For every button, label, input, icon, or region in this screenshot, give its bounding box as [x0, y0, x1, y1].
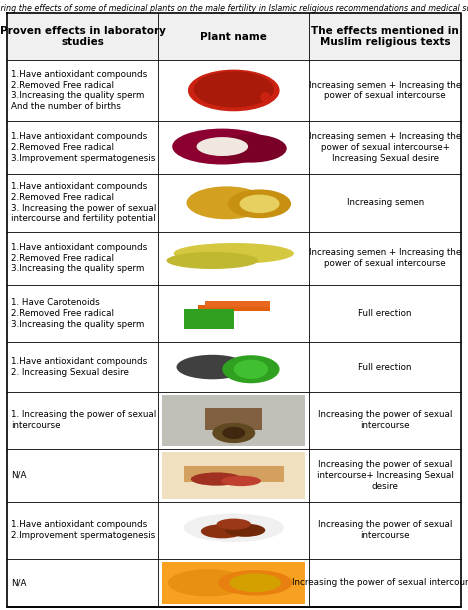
- Ellipse shape: [234, 360, 268, 379]
- Ellipse shape: [191, 472, 242, 486]
- Ellipse shape: [187, 187, 267, 219]
- Ellipse shape: [225, 523, 265, 537]
- Ellipse shape: [212, 423, 255, 443]
- Ellipse shape: [260, 92, 270, 102]
- Bar: [162, 505, 305, 556]
- Bar: [162, 562, 305, 604]
- Text: Proven effects in laboratory
studies: Proven effects in laboratory studies: [0, 26, 166, 48]
- Text: N/A: N/A: [11, 578, 27, 587]
- Text: 1.Have antioxidant compounds
2.Removed Free radical
3.Increasing the quality spe: 1.Have antioxidant compounds 2.Removed F…: [11, 243, 147, 273]
- Ellipse shape: [188, 70, 279, 111]
- Text: Increasing the power of sexual
intercourse: Increasing the power of sexual intercour…: [318, 520, 453, 540]
- Ellipse shape: [167, 252, 258, 269]
- Text: 1.Have antioxidant compounds
2.Removed Free radical
3.Improvement spermatogenesi: 1.Have antioxidant compounds 2.Removed F…: [11, 132, 155, 163]
- Ellipse shape: [215, 134, 287, 163]
- Bar: [162, 234, 305, 282]
- Ellipse shape: [183, 514, 284, 542]
- Bar: [162, 395, 305, 446]
- Ellipse shape: [194, 71, 274, 107]
- Ellipse shape: [222, 427, 245, 439]
- Bar: [7, 559, 461, 607]
- Text: 1. Have Carotenoids
2.Removed Free radical
3.Increasing the quality sperm: 1. Have Carotenoids 2.Removed Free radic…: [11, 298, 144, 329]
- Bar: [7, 232, 461, 285]
- Text: The effects mentioned in
Muslim religious texts: The effects mentioned in Muslim religiou…: [311, 26, 459, 48]
- Ellipse shape: [229, 573, 281, 592]
- Bar: [7, 502, 461, 559]
- Bar: [162, 124, 305, 171]
- Text: Increasing semen + Increasing the
power of sexual intercourse+
Increasing Sexual: Increasing semen + Increasing the power …: [309, 132, 461, 163]
- Bar: [7, 121, 461, 174]
- Ellipse shape: [174, 243, 294, 264]
- Ellipse shape: [240, 195, 279, 213]
- Ellipse shape: [201, 524, 244, 539]
- Text: Increasing semen + Increasing the
power of sexual intercourse: Increasing semen + Increasing the power …: [309, 81, 461, 100]
- Ellipse shape: [172, 129, 272, 165]
- Ellipse shape: [221, 476, 261, 486]
- Ellipse shape: [176, 355, 248, 379]
- Bar: [7, 448, 461, 502]
- Text: 1.Have antioxidant compounds
2. Increasing Sexual desire: 1.Have antioxidant compounds 2. Increasi…: [11, 357, 147, 377]
- Bar: [7, 392, 461, 448]
- Text: 1. Increasing the power of sexual
intercourse: 1. Increasing the power of sexual interc…: [11, 411, 156, 430]
- Bar: [7, 13, 461, 60]
- Text: Increasing semen + Increasing the
power of sexual intercourse: Increasing semen + Increasing the power …: [309, 248, 461, 268]
- Ellipse shape: [217, 518, 251, 529]
- Bar: [7, 342, 461, 392]
- Bar: [7, 285, 461, 342]
- Bar: [162, 451, 305, 499]
- Text: 1.Have antioxidant compounds
2.Removed Free radical
3. Increasing the power of s: 1.Have antioxidant compounds 2.Removed F…: [11, 182, 156, 223]
- Text: N/A: N/A: [11, 471, 27, 480]
- Ellipse shape: [218, 570, 292, 595]
- Text: Increasing semen: Increasing semen: [347, 198, 424, 207]
- Text: 1.Have antioxidant compounds
2.Removed Free radical
3.Increasing the quality spe: 1.Have antioxidant compounds 2.Removed F…: [11, 70, 147, 111]
- Text: Full erection: Full erection: [358, 362, 412, 371]
- Text: Increasing the power of sexual
intercourse+ Increasing Sexual
desire: Increasing the power of sexual intercour…: [317, 460, 453, 490]
- Ellipse shape: [197, 137, 248, 156]
- Text: Increasing the power of sexual intercourse: Increasing the power of sexual intercour…: [292, 578, 468, 587]
- Text: Full erection: Full erection: [358, 309, 412, 318]
- Ellipse shape: [168, 569, 248, 597]
- Text: Increasing the power of sexual
intercourse: Increasing the power of sexual intercour…: [318, 411, 453, 430]
- Bar: [198, 305, 270, 311]
- Text: Table 1 Comparing the effects of some of medicinal plants on the male fertility : Table 1 Comparing the effects of some of…: [0, 4, 468, 13]
- Bar: [162, 288, 305, 339]
- Bar: [162, 177, 305, 229]
- Bar: [205, 407, 263, 431]
- Bar: [162, 63, 305, 118]
- Bar: [205, 301, 270, 307]
- Bar: [183, 466, 284, 483]
- Text: Plant name: Plant name: [200, 32, 267, 41]
- Bar: [7, 60, 461, 121]
- Ellipse shape: [222, 355, 279, 383]
- Bar: [162, 345, 305, 389]
- Ellipse shape: [228, 190, 291, 218]
- Bar: [7, 174, 461, 232]
- Text: 1.Have antioxidant compounds
2.Improvement spermatogenesis: 1.Have antioxidant compounds 2.Improveme…: [11, 520, 155, 540]
- Bar: [183, 309, 234, 329]
